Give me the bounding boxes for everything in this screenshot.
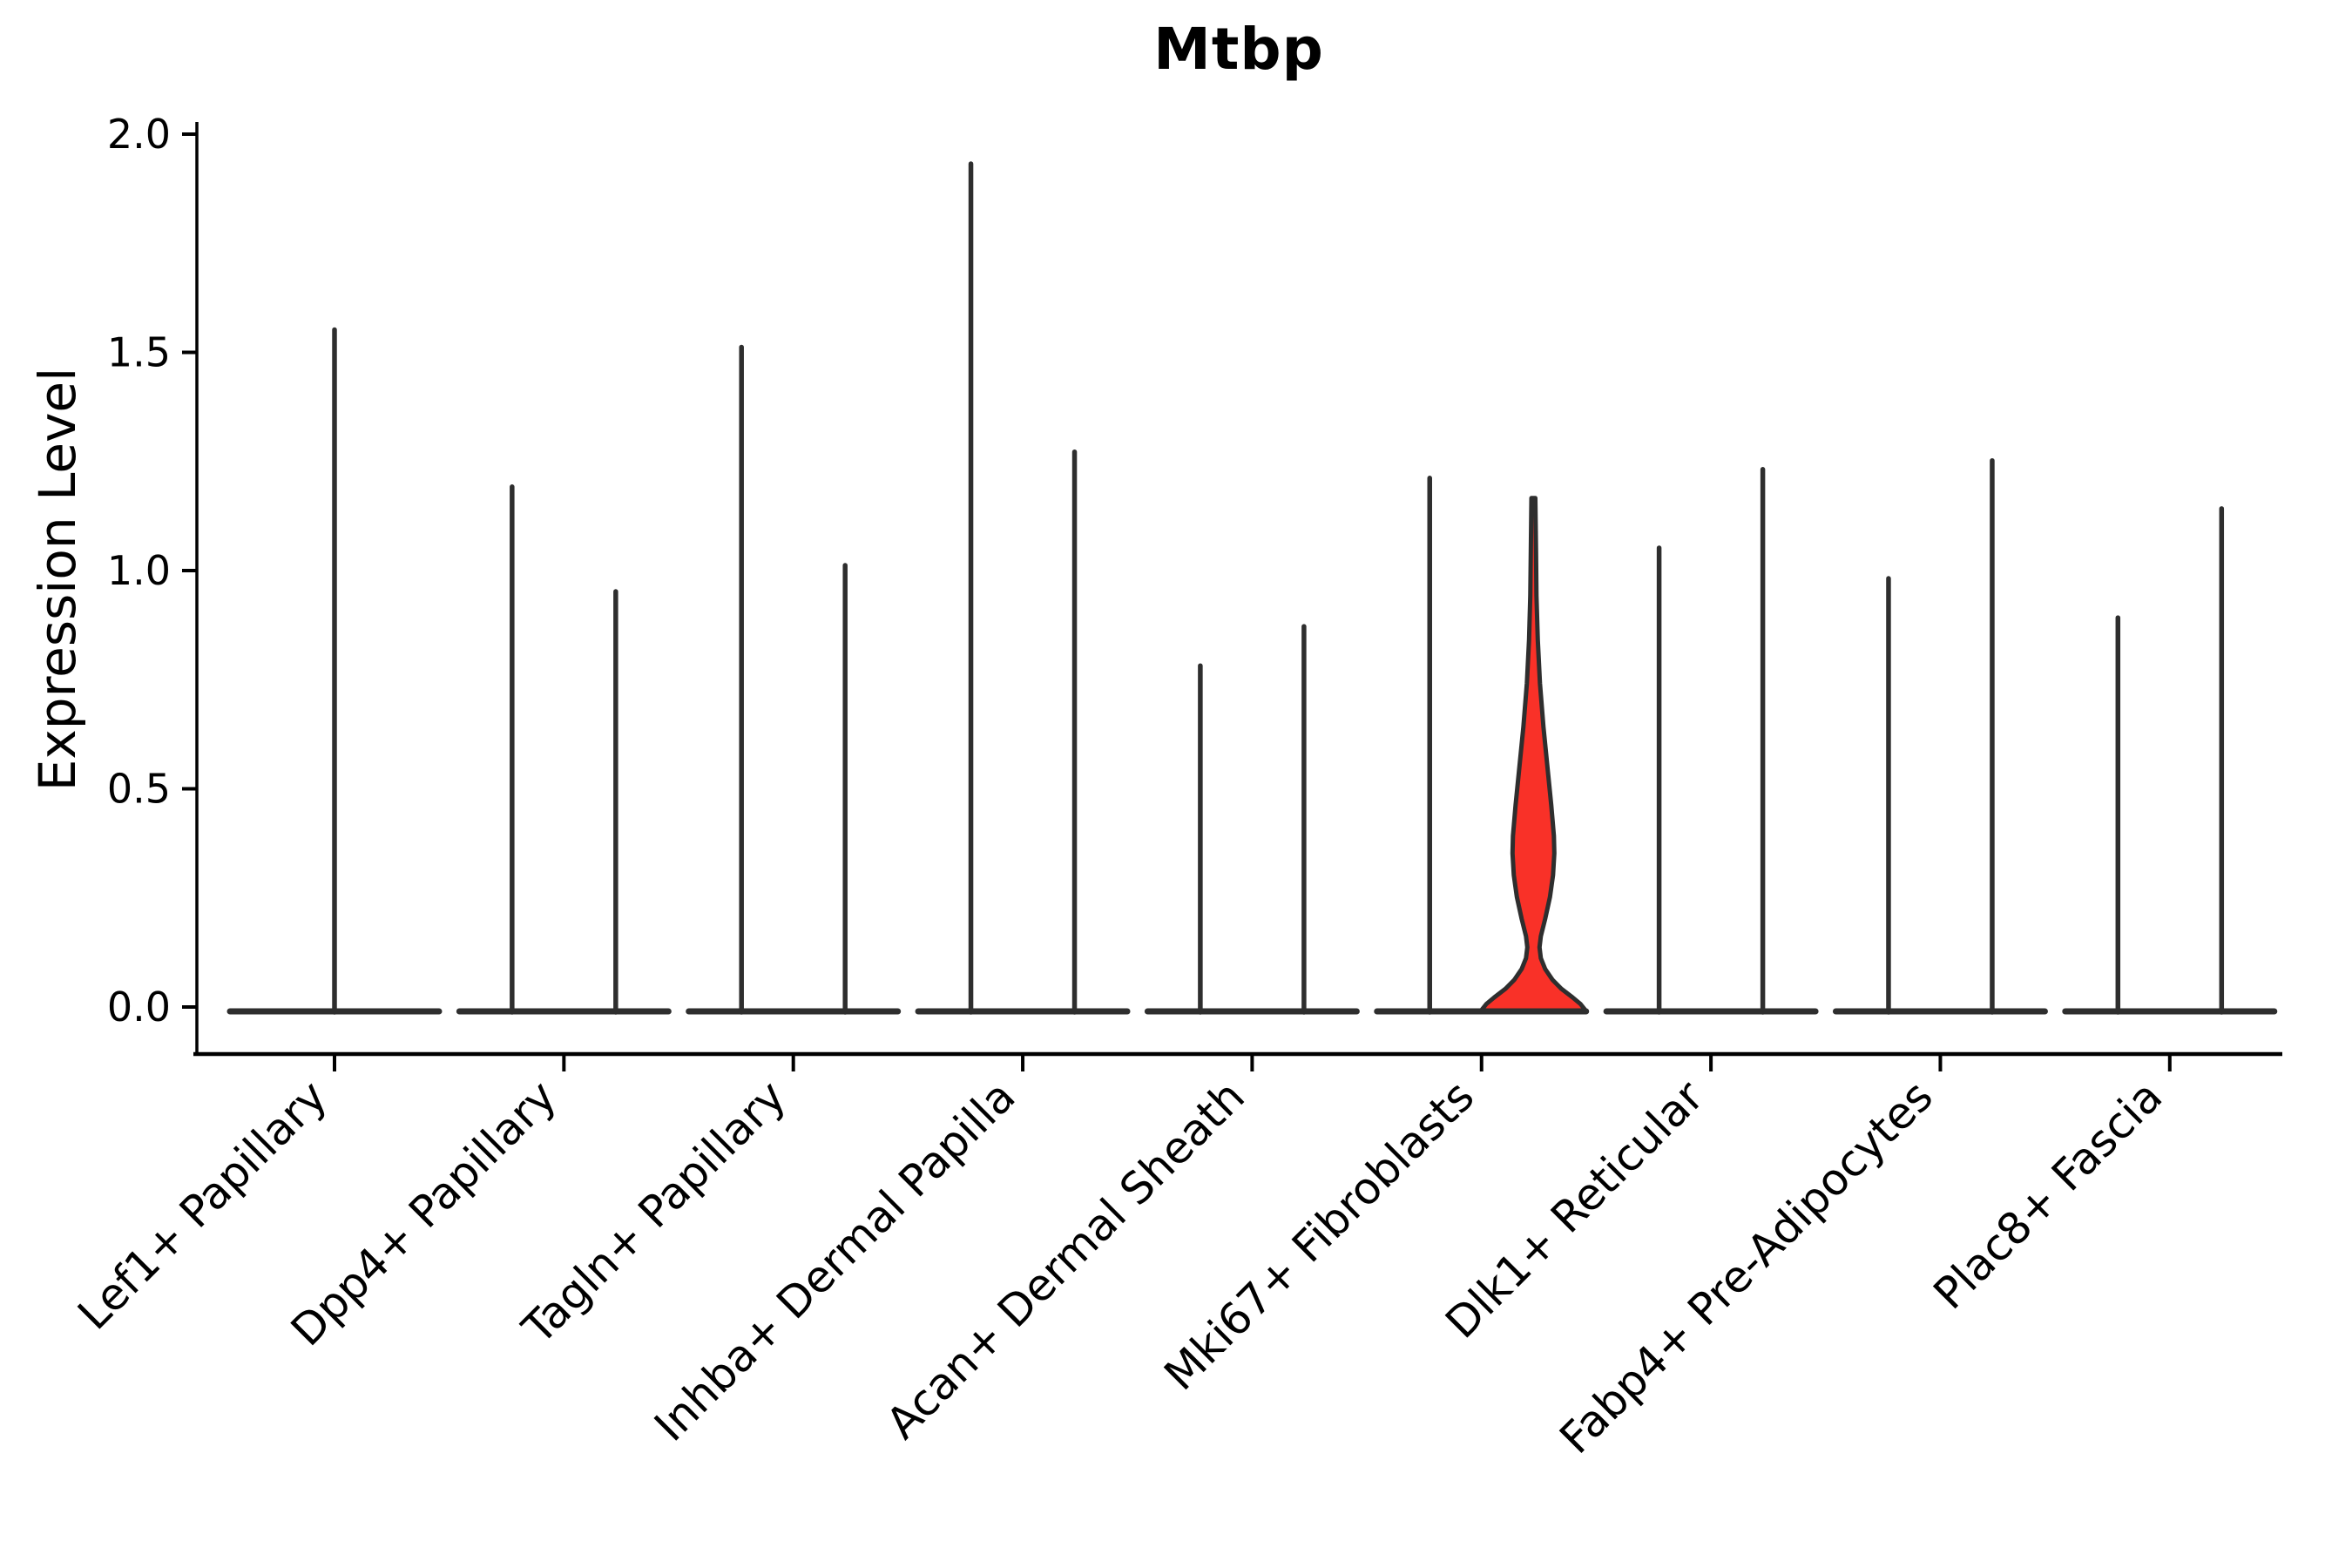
y-tick-label: 1.0 [107,547,171,594]
y-tick-label: 1.5 [107,329,171,376]
y-tick-label: 0.5 [107,766,171,813]
y-axis-label: Expression Level [28,367,87,792]
y-tick-label: 0.0 [107,983,171,1031]
x-category-label: Fabp4+ Pre-Adipocytes [1550,1071,1943,1463]
y-tick-label: 2.0 [107,111,171,158]
x-category-label: Lef1+ Papillary [68,1071,336,1339]
chart-title: Mtbp [1153,16,1324,83]
x-category-label: Plac8+ Fascia [1924,1071,2173,1319]
highlighted-violin [1478,496,1588,1013]
